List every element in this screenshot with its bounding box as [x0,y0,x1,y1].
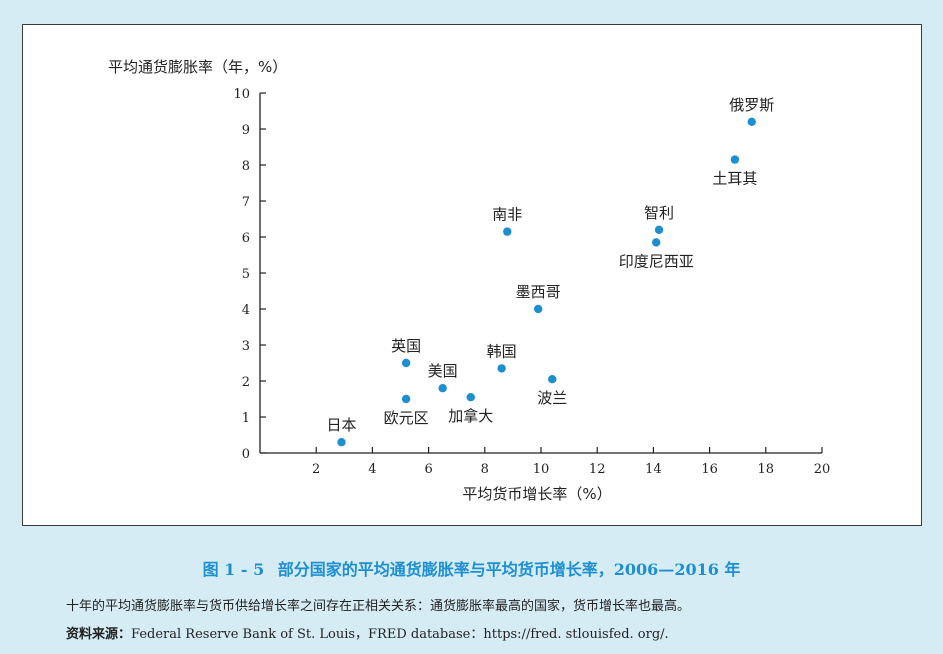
x-tick-label: 8 [481,462,489,477]
y-tick-label: 1 [242,411,250,426]
y-tick-label: 3 [242,339,250,354]
point-label: 美国 [428,362,458,380]
data-point [533,304,543,314]
x-tick-label: 20 [814,462,831,477]
point-label: 墨西哥 [516,283,561,301]
data-point [652,238,661,247]
chart-panel [22,24,922,526]
data-point [548,375,557,384]
point-label: 欧元区 [384,409,429,427]
point-label: 俄罗斯 [729,96,774,114]
source-label: 资料来源： [66,627,132,642]
data-point [401,394,411,404]
point-label: 印度尼西亚 [619,252,694,270]
point-label: 波兰 [537,389,567,407]
data-point [747,117,756,127]
x-tick-label: 4 [368,462,376,477]
data-point [730,155,740,164]
figure-number: 图 1 - 5 [202,560,265,579]
figure-title: 部分国家的平均通货膨胀率与平均货币增长率，2006—2016 年 [277,560,741,579]
point-label: 加拿大 [448,407,493,425]
point-label: 土耳其 [712,170,757,188]
figure-caption: 图 1 - 5 部分国家的平均通货膨胀率与平均货币增长率，2006—2016 年 [0,556,943,580]
x-tick-label: 14 [645,462,662,477]
point-label: 南非 [492,206,522,224]
figure-description: 十年的平均通货膨胀率与货币供给增长率之间存在正相关关系：通货膨胀率最高的国家，货… [66,599,691,614]
y-tick-label: 7 [242,195,250,210]
source-text: Federal Reserve Bank of St. Louis，FRED d… [131,627,669,642]
data-point [497,364,506,373]
y-tick-label: 5 [242,267,250,282]
point-label: 智利 [644,204,674,222]
y-tick-label: 9 [242,123,250,138]
data-point [503,227,512,236]
y-tick-label: 0 [242,447,250,462]
point-label: 英国 [391,337,421,355]
x-tick-label: 18 [758,462,775,477]
y-axis-label: 平均通货膨胀率（年，%） [108,58,287,76]
x-tick-label: 16 [701,462,718,477]
point-label: 日本 [326,416,356,434]
x-tick-label: 10 [533,462,550,477]
y-tick-label: 10 [233,87,250,102]
source-note: 资料来源：Federal Reserve Bank of St. Louis，F… [66,623,669,642]
x-tick-label: 12 [589,462,606,477]
y-tick-label: 2 [242,375,250,390]
data-point [401,358,411,368]
data-point [438,384,447,393]
y-tick-label: 8 [242,159,250,174]
y-tick-label: 6 [242,231,250,246]
data-point [466,393,475,402]
y-tick-label: 4 [242,303,250,318]
point-label: 韩国 [487,342,517,360]
x-tick-label: 2 [312,462,320,477]
x-axis-label: 平均货币增长率（%） [462,485,611,503]
data-point [654,225,664,234]
data-point [337,438,346,447]
x-tick-label: 6 [424,462,432,477]
